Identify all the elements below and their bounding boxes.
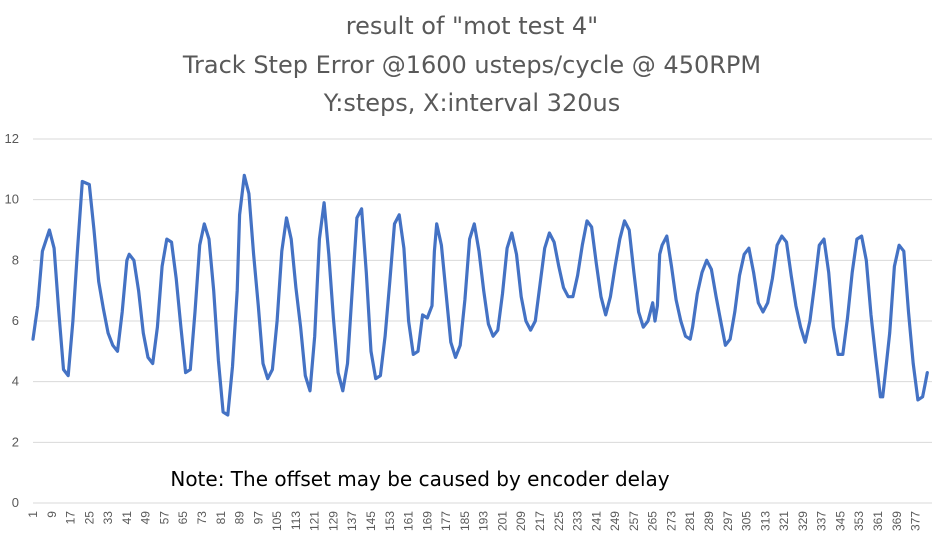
x-tick-label: 81	[214, 511, 228, 525]
x-tick-label: 289	[702, 511, 716, 531]
x-tick-label: 89	[233, 511, 247, 525]
x-tick-label: 129	[326, 511, 340, 531]
chart-title-line-1: result of "mot test 4"	[346, 12, 598, 40]
x-tick-label: 249	[608, 511, 622, 531]
x-tick-label: 33	[101, 511, 115, 525]
x-tick-label: 305	[740, 511, 754, 531]
x-tick-label: 321	[777, 511, 791, 531]
x-tick-label: 273	[664, 511, 678, 531]
y-tick-label: 10	[5, 192, 19, 207]
x-tick-label: 345	[833, 511, 847, 531]
x-tick-label: 1	[26, 511, 40, 518]
x-tick-label: 241	[589, 511, 603, 531]
x-tick-label: 137	[345, 511, 359, 531]
x-tick-label: 353	[852, 511, 866, 531]
x-tick-label: 233	[571, 511, 585, 531]
x-tick-label: 329	[796, 511, 810, 531]
series-line-0	[31, 173, 929, 417]
x-tick-label: 9	[45, 511, 59, 518]
y-tick-label: 8	[12, 252, 19, 267]
x-axis-tick-labels: 1 9 17 25 33 41 49 57 65 73 81 89 97 105 113 121 129 137 1…	[26, 511, 923, 531]
gridlines	[33, 138, 932, 504]
x-tick-label: 73	[195, 511, 209, 525]
x-tick-label: 377	[909, 511, 923, 531]
x-tick-label: 169	[420, 511, 434, 531]
x-tick-label: 97	[251, 511, 265, 525]
y-tick-label: 2	[12, 434, 19, 449]
x-tick-label: 209	[514, 511, 528, 531]
y-tick-label: 12	[5, 131, 19, 146]
y-tick-label: 0	[12, 495, 19, 510]
x-tick-label: 105	[270, 511, 284, 531]
x-tick-label: 193	[477, 511, 491, 531]
x-tick-label: 313	[758, 511, 772, 531]
x-tick-label: 225	[552, 511, 566, 531]
x-tick-label: 25	[82, 511, 96, 525]
x-tick-label: 201	[495, 511, 509, 531]
x-tick-label: 297	[721, 511, 735, 531]
x-tick-label: 161	[402, 511, 416, 531]
x-tick-label: 217	[533, 511, 547, 531]
series-layer	[31, 173, 929, 417]
x-tick-label: 361	[871, 511, 885, 531]
x-tick-label: 281	[683, 511, 697, 531]
x-tick-label: 57	[157, 511, 171, 525]
chart-annotation: Note: The offset may be caused by encode…	[170, 467, 669, 491]
x-tick-label: 337	[815, 511, 829, 531]
x-tick-label: 121	[308, 511, 322, 531]
x-tick-label: 257	[627, 511, 641, 531]
y-tick-label: 6	[12, 313, 19, 328]
y-axis-tick-labels: 0 2 4 6 8 10 12	[5, 131, 19, 510]
y-tick-label: 4	[12, 374, 19, 389]
x-tick-label: 145	[364, 511, 378, 531]
x-tick-label: 369	[890, 511, 904, 531]
chart-title-line-2: Track Step Error @1600 usteps/cycle @ 45…	[182, 51, 761, 79]
x-tick-label: 41	[120, 511, 134, 525]
x-tick-label: 17	[64, 511, 78, 525]
x-tick-label: 177	[439, 511, 453, 531]
x-tick-label: 153	[383, 511, 397, 531]
x-tick-label: 49	[139, 511, 153, 525]
chart-title-line-3: Y:steps, X:interval 320us	[323, 89, 620, 117]
x-tick-label: 113	[289, 511, 303, 530]
x-tick-label: 65	[176, 511, 190, 525]
x-tick-label: 185	[458, 511, 472, 531]
x-tick-label: 265	[646, 511, 660, 531]
